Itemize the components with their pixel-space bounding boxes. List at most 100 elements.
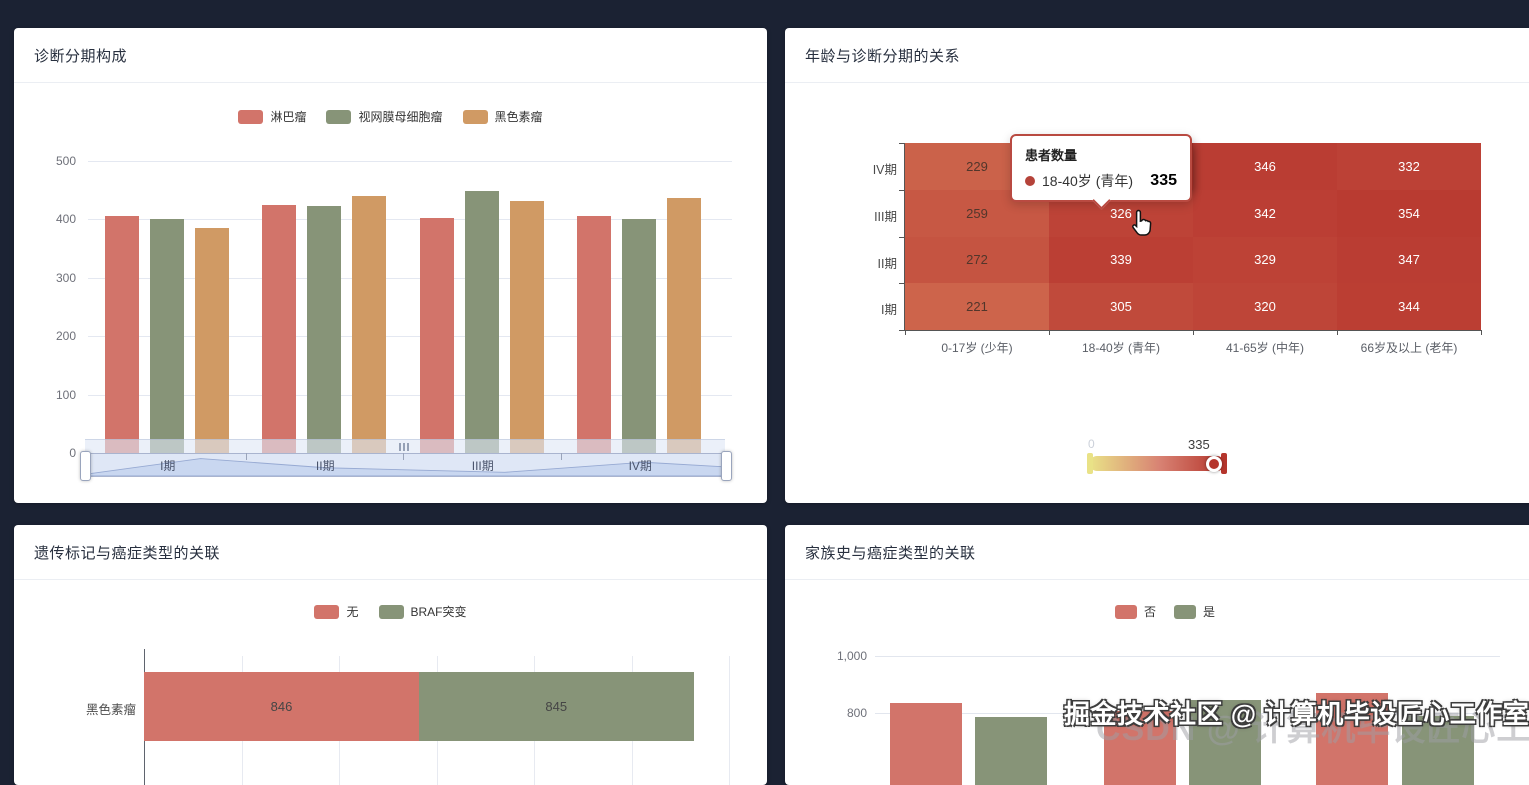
legend-item[interactable]: 无 [314, 603, 359, 620]
gridline [88, 219, 732, 221]
card-diagnosis-stage: 诊断分期构成 淋巴瘤 视网膜母细胞瘤 黑色素瘤 0 100 200 300 400 500 I期 I… [14, 28, 767, 503]
datazoom-category-label: I期 [160, 459, 176, 473]
y-axis-tick [899, 283, 905, 285]
datazoom-handle[interactable] [80, 451, 91, 481]
legend: 淋巴瘤 视网膜母细胞瘤 黑色素瘤 [14, 108, 767, 125]
x-axis-tick [905, 330, 906, 335]
gridline [88, 394, 732, 396]
y-axis-label: III期 [874, 209, 897, 224]
legend-label: 是 [1203, 605, 1216, 619]
legend-item[interactable]: 黑色素瘤 [462, 108, 543, 125]
bar[interactable] [975, 716, 1047, 785]
bar[interactable] [149, 218, 184, 453]
bar[interactable] [262, 205, 297, 453]
y-axis-label: II期 [877, 256, 897, 271]
legend-item[interactable]: 视网膜母细胞瘤 [326, 108, 443, 125]
legend-label: 黑色素瘤 [494, 110, 543, 124]
y-axis-tick [899, 236, 905, 238]
card-title: 家族史与癌症类型的关联 [805, 544, 976, 562]
legend-item[interactable]: 否 [1114, 603, 1156, 620]
heatmap-cell[interactable]: 320 [1193, 283, 1337, 330]
datazoom-slider[interactable]: I期 II期 III期 IV期 [85, 453, 725, 477]
bar[interactable] [667, 198, 702, 453]
heatmap-cell[interactable]: 342 [1193, 189, 1337, 237]
stage-bar-chart: 淋巴瘤 视网膜母细胞瘤 黑色素瘤 0 100 200 300 400 500 I期 II期 III期 I… [14, 84, 767, 503]
visualmap-left-cap [1087, 453, 1093, 474]
x-axis-label: 66岁及以上 (老年) [1360, 341, 1458, 355]
bar[interactable] [307, 205, 342, 453]
legend-item[interactable]: 淋巴瘤 [238, 108, 306, 125]
bar[interactable] [622, 219, 657, 453]
watermark-juejin: 掘金技术社区 @ 计算机毕设匠心工作室 [1064, 699, 1529, 729]
bar[interactable] [890, 702, 962, 785]
card-header: 家族史与癌症类型的关联 [785, 525, 1529, 580]
y-axis-label: IV期 [872, 163, 897, 177]
card-title: 诊断分期构成 [34, 47, 128, 65]
bar[interactable] [104, 216, 139, 453]
heatmap-cell[interactable]: 332 [1337, 143, 1481, 190]
visualmap-indicator-label: 335 [1188, 437, 1210, 452]
y-axis-label: 100 [55, 387, 76, 402]
dashboard-page: { "page": { "background": "#1b2233", "wa… [14, 28, 1529, 785]
card-header: 年龄与诊断分期的关系 [785, 28, 1529, 83]
visualmap-gradient-bar[interactable] [1087, 453, 1227, 474]
legend: 无 BRAF突变 [14, 603, 767, 620]
x-axis-tick [245, 453, 247, 460]
card-age-stage-heatmap: 年龄与诊断分期的关系 患者数量 18-40岁 (青年) 335 0 335 22… [785, 28, 1529, 503]
x-axis-label: 18-40岁 (青年) [1081, 341, 1161, 355]
gridline [729, 656, 730, 785]
age-stage-heatmap: 患者数量 18-40岁 (青年) 335 0 335 2293353463322… [785, 84, 1529, 503]
legend: 否是 [785, 603, 1529, 620]
heatmap-cell[interactable]: 221 [905, 283, 1049, 330]
bar[interactable] [194, 228, 229, 453]
legend-item[interactable]: 是 [1174, 603, 1215, 620]
y-axis-label: 500 [55, 154, 76, 168]
watermark-csdn: CSDN @ 计算机毕设匠心工作室 [1096, 710, 1529, 748]
bar[interactable] [419, 218, 454, 453]
datazoom-grip-icon [399, 443, 409, 451]
legend-swatch [1114, 604, 1137, 619]
heatmap-cell[interactable]: 347 [1337, 236, 1481, 284]
heatmap-cell[interactable]: 305 [1049, 283, 1193, 330]
plot-area [88, 161, 732, 453]
x-axis-tick [1049, 330, 1050, 335]
bar-segment[interactable]: 845 [418, 672, 694, 741]
tooltip-value: 335 [1150, 172, 1177, 189]
x-axis-tick [560, 453, 562, 460]
gridline [875, 656, 1500, 657]
heatmap-cell[interactable]: 344 [1337, 283, 1481, 330]
legend-swatch [326, 109, 352, 124]
bar[interactable] [577, 215, 612, 453]
bar[interactable] [464, 191, 499, 453]
card-genetic-marker: 遗传标记与癌症类型的关联 无 BRAF突变 846 845 黑色素瘤 [14, 525, 767, 785]
y-axis-tick [144, 649, 145, 656]
legend-swatch [462, 109, 488, 124]
grip-line [403, 443, 405, 451]
card-title: 遗传标记与癌症类型的关联 [34, 544, 221, 562]
y-axis-tick [899, 189, 905, 191]
heatmap-cell[interactable]: 346 [1193, 143, 1337, 190]
gridline [88, 161, 732, 162]
heatmap-cell[interactable]: 339 [1049, 236, 1193, 284]
y-axis-label: 800 [846, 705, 867, 720]
datazoom-move-handle[interactable] [85, 439, 725, 454]
legend-swatch [314, 604, 340, 619]
heatmap-cell[interactable]: 272 [905, 236, 1049, 284]
heatmap-cell[interactable]: 354 [1337, 189, 1481, 237]
visualmap-handle[interactable] [1206, 456, 1222, 472]
card-header: 诊断分期构成 [14, 28, 767, 83]
grip-line [407, 443, 409, 451]
bar[interactable] [509, 201, 544, 453]
x-axis-tick [403, 453, 404, 460]
y-axis-label: 0 [69, 446, 76, 460]
datazoom-handle[interactable] [721, 451, 732, 481]
bar[interactable] [352, 196, 387, 453]
y-axis-label: 1,000 [836, 649, 867, 663]
legend-item[interactable]: BRAF突变 [378, 603, 467, 620]
bar-segment[interactable]: 846 [144, 672, 419, 741]
tooltip-series-marker [1025, 176, 1035, 186]
heatmap-cell[interactable]: 329 [1193, 236, 1337, 284]
visualmap[interactable]: 0 335 [1087, 437, 1238, 479]
legend-label: 无 [346, 605, 359, 619]
visualmap-min-label: 0 [1088, 437, 1095, 451]
